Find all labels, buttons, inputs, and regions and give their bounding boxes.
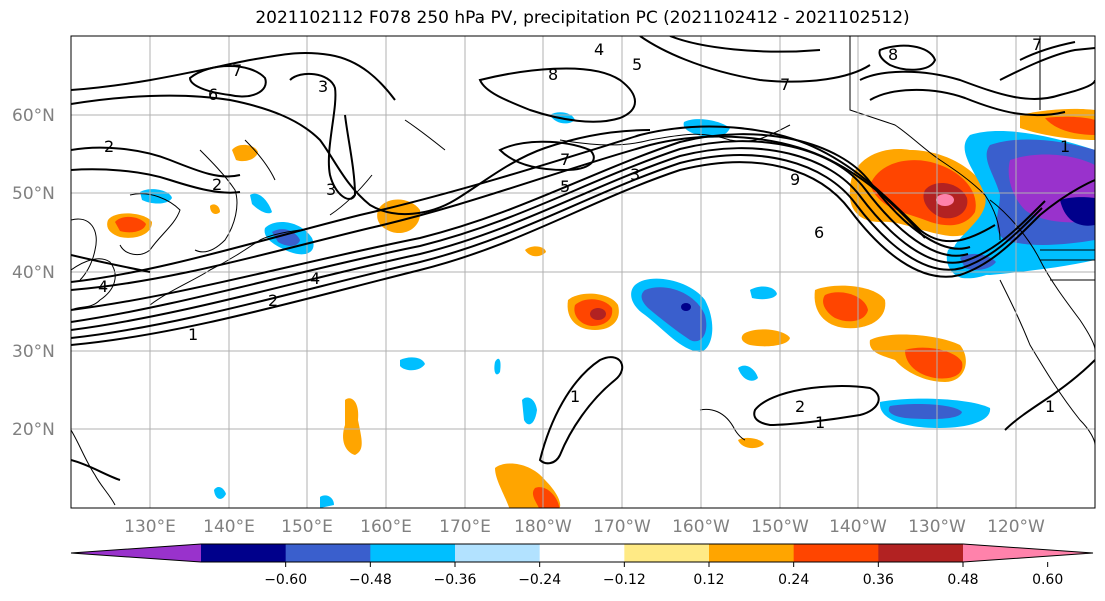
contour-label: 1 [815, 413, 825, 432]
lat-label: 30°N [12, 342, 55, 362]
contour-label: 8 [548, 65, 558, 84]
coastlines [71, 36, 1095, 506]
contour-label: 1 [188, 325, 198, 344]
contour-label: 2 [104, 137, 114, 156]
lon-label: 120°W [987, 517, 1045, 537]
lon-label: 150°E [281, 517, 333, 537]
contour-labels: 6 7 8 4 5 5 3 7 7 4 3 2 2 3 4 2 1 2 1 1 … [98, 35, 1070, 432]
contour-label: 1 [570, 387, 580, 406]
contour-label: 1 [1045, 397, 1055, 416]
contour-label: 6 [208, 85, 218, 104]
lon-label: 140°W [829, 517, 887, 537]
colorbar-outline [70, 543, 1094, 563]
lon-label: 150°W [751, 517, 809, 537]
contour-label: 8 [888, 45, 898, 64]
colorbar-extend-low [71, 544, 201, 562]
colorbar-segment [539, 544, 625, 562]
contour-label: 2 [795, 397, 805, 416]
colorbar: −0.60 −0.48 −0.36 −0.24 −0.12 0.12 0.24 0.36 0.4… [70, 543, 1094, 588]
colorbar-segment [624, 544, 710, 562]
map-title: 2021102112 F078 250 hPa PV, precipitatio… [255, 8, 910, 28]
precipitation-shading [107, 108, 1095, 508]
colorbar-tick-label: 0.12 [693, 572, 724, 588]
contour-label: 3 [318, 77, 328, 96]
colorbar-extend-high [963, 544, 1093, 562]
contour-label: 7 [560, 150, 570, 169]
colorbar-tick-label: −0.24 [518, 572, 561, 588]
lon-label: 180°W [514, 517, 572, 537]
contour-label: 7 [1032, 35, 1042, 54]
lon-label: 170°E [439, 517, 491, 537]
colorbar-segment [455, 544, 541, 562]
lat-label: 40°N [12, 263, 55, 283]
latitude-labels: 60°N 50°N 40°N 30°N 20°N [12, 106, 55, 440]
contour-label: 1 [1060, 137, 1070, 156]
contour-label: 4 [310, 269, 320, 288]
colorbar-tick-label: 0.60 [1032, 572, 1063, 588]
colorbar-tick-label: 0.36 [863, 572, 894, 588]
colorbar-segment [793, 544, 879, 562]
contour-label: 5 [560, 177, 570, 196]
graticule [71, 36, 1095, 508]
contour-label: 7 [780, 75, 790, 94]
lon-label: 130°W [908, 517, 966, 537]
contour-label: 4 [594, 40, 604, 59]
lat-label: 60°N [12, 106, 55, 126]
colorbar-tick-label: −0.12 [603, 572, 646, 588]
colorbar-segment [370, 544, 456, 562]
lon-label: 130°E [124, 517, 176, 537]
lon-label: 160°E [360, 517, 412, 537]
lon-label: 140°E [203, 517, 255, 537]
colorbar-segment [201, 544, 287, 562]
contour-label: 9 [790, 170, 800, 189]
colorbar-tick-label: −0.60 [264, 572, 307, 588]
contour-label: 2 [212, 175, 222, 194]
contour-label: 6 [814, 223, 824, 242]
colorbar-segment [285, 544, 371, 562]
colorbar-tick-label: 0.48 [947, 572, 978, 588]
lat-label: 20°N [12, 420, 55, 440]
colorbar-tick-label: −0.36 [434, 572, 477, 588]
contour-label: 4 [98, 277, 108, 296]
colorbar-segment [709, 544, 795, 562]
pv-contours [71, 36, 1095, 481]
contour-label: 5 [632, 55, 642, 74]
lat-label: 50°N [12, 184, 55, 204]
longitude-labels: 130°E 140°E 150°E 160°E 170°E 180°W 170°… [124, 517, 1045, 537]
lon-label: 160°W [672, 517, 730, 537]
colorbar-tick-label: −0.48 [349, 572, 392, 588]
colorbar-segment [878, 544, 964, 562]
contour-label: 7 [232, 61, 242, 80]
map-frame [70, 35, 1096, 509]
contour-label: 3 [326, 180, 336, 199]
colorbar-tick-label: 0.24 [778, 572, 809, 588]
contour-label: 3 [630, 165, 640, 184]
contour-label: 2 [268, 291, 278, 310]
lon-label: 170°W [593, 517, 651, 537]
